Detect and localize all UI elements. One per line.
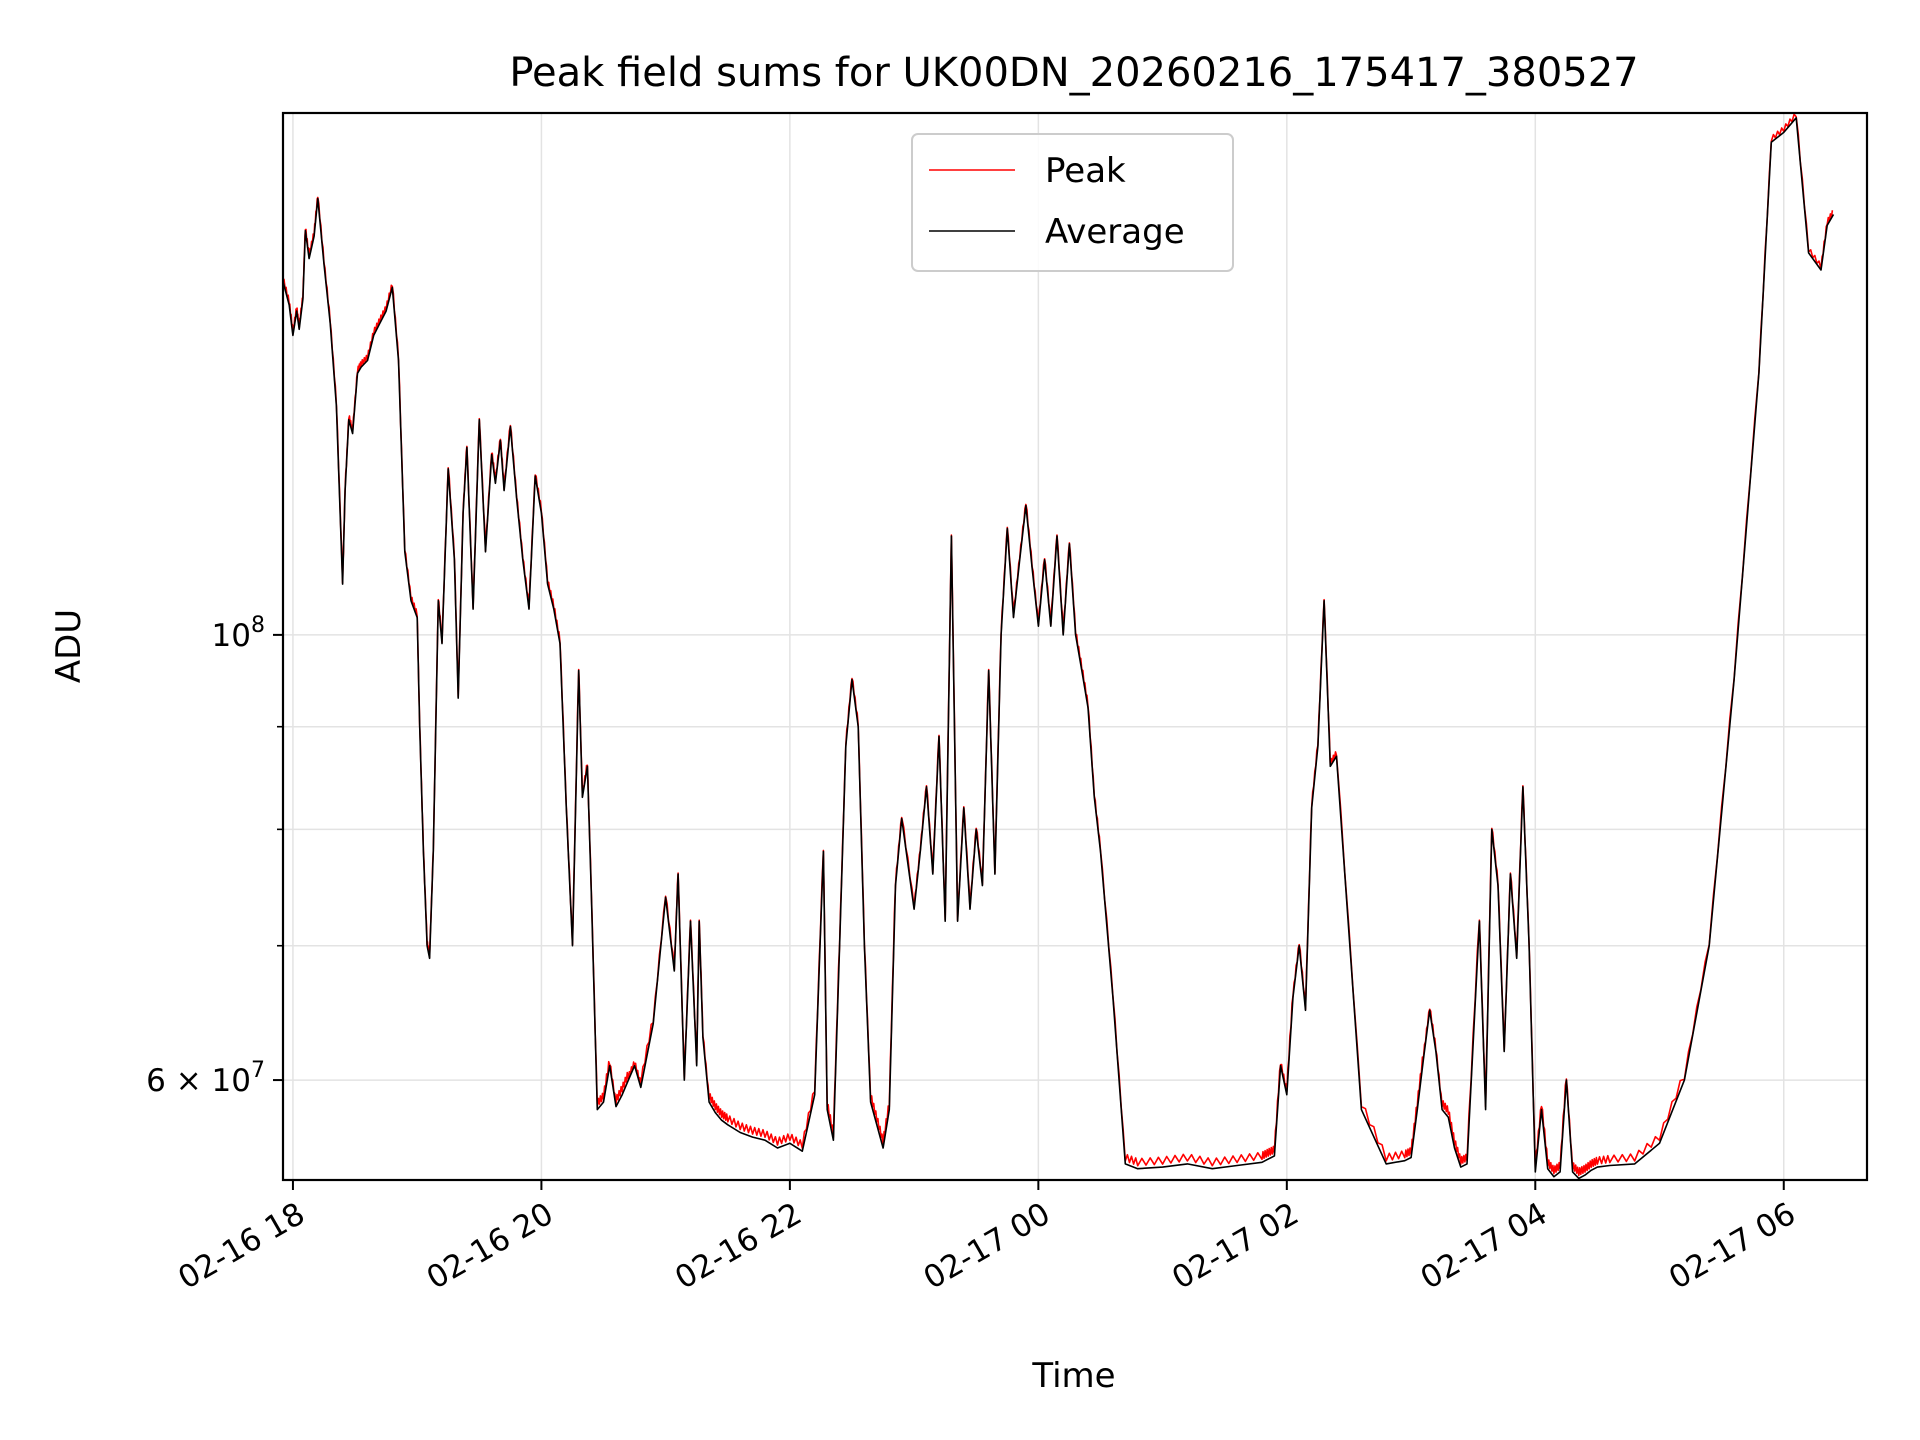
legend-box	[911, 133, 1234, 272]
grid	[283, 113, 1867, 1180]
y-tick-label: 108	[212, 613, 265, 654]
x-axis-label: Time	[1031, 1356, 1115, 1396]
legend: Peak Average	[911, 133, 1234, 272]
legend-label-average: Average	[1045, 212, 1185, 252]
y-tick-label: 6 × 107	[146, 1058, 265, 1099]
chart-title: Peak field sums for UK00DN_20260216_1754…	[509, 50, 1638, 96]
legend-label-peak: Peak	[1045, 151, 1126, 191]
series-line-average	[282, 117, 1835, 1180]
plot-frame	[281, 111, 1869, 1182]
series-layer	[282, 113, 1835, 1180]
y-axis-label: ADU	[49, 609, 89, 683]
